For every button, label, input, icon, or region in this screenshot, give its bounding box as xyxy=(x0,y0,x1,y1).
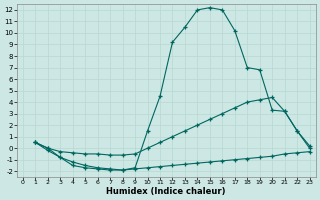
X-axis label: Humidex (Indice chaleur): Humidex (Indice chaleur) xyxy=(107,187,226,196)
